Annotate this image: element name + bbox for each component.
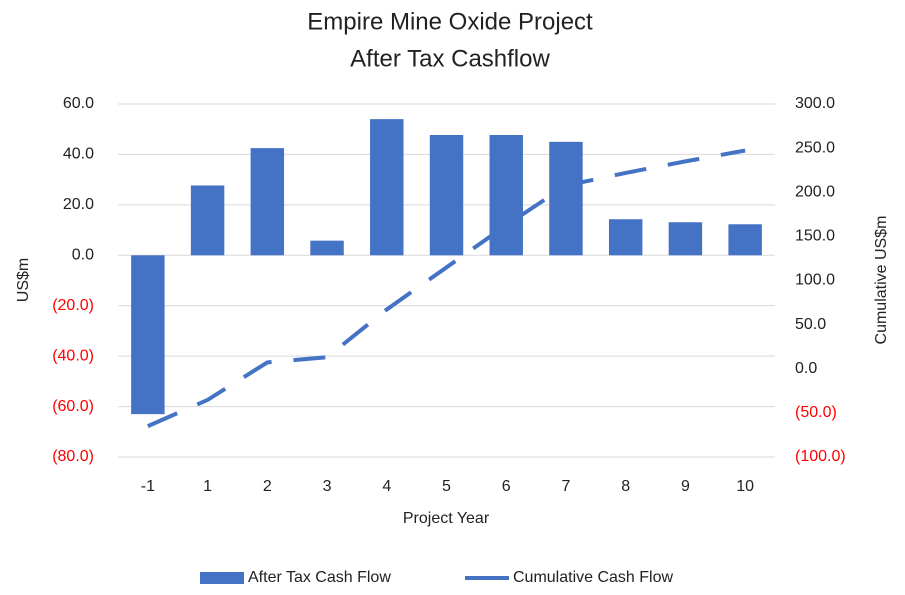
bar — [190, 185, 225, 256]
bar — [310, 240, 344, 256]
x-tick-label: 10 — [736, 478, 754, 495]
y2-tick-label: 100.0 — [795, 272, 835, 289]
x-tick-label: 2 — [263, 478, 272, 495]
x-tick-label: 4 — [382, 478, 391, 495]
y2-tick-label: 0.0 — [795, 360, 817, 377]
x-tick-label: 7 — [562, 478, 571, 495]
bar — [131, 255, 165, 415]
chart-title: After Tax Cashflow — [350, 45, 550, 72]
x-tick-label: 1 — [203, 478, 212, 495]
bar — [429, 135, 464, 256]
line — [147, 148, 746, 428]
y-axis-label: US$m — [15, 258, 32, 302]
bar — [250, 148, 285, 256]
x-tick-label: 6 — [502, 478, 511, 495]
y-tick-label: (20.0) — [52, 297, 94, 314]
y2-tick-label: 150.0 — [795, 228, 835, 245]
bar — [668, 222, 703, 256]
bar — [608, 219, 643, 256]
y2-tick-label: (50.0) — [795, 404, 837, 421]
y2-tick-label: 50.0 — [795, 316, 826, 333]
chart-title: Empire Mine Oxide Project — [307, 8, 593, 35]
y-tick-label: (60.0) — [52, 398, 94, 415]
legend-swatch — [200, 572, 244, 584]
y-tick-label: 60.0 — [63, 95, 94, 112]
y2-tick-label: 250.0 — [795, 139, 835, 156]
x-tick-label: 8 — [621, 478, 630, 495]
bar — [489, 135, 523, 256]
x-tick-label: 3 — [323, 478, 332, 495]
y-tick-label: 0.0 — [72, 247, 94, 264]
y2-tick-label: 200.0 — [795, 183, 835, 200]
x-tick-label: -1 — [141, 478, 155, 495]
bar — [370, 119, 404, 256]
bar — [728, 224, 762, 256]
y2-axis-label: Cumulative US$m — [873, 216, 890, 345]
y-tick-label: (80.0) — [52, 448, 94, 465]
y-tick-label: (40.0) — [52, 347, 94, 364]
legend-label: After Tax Cash Flow — [248, 569, 391, 586]
y2-tick-label: 300.0 — [795, 95, 835, 112]
y-tick-label: 40.0 — [63, 146, 94, 163]
y-tick-label: 20.0 — [63, 196, 94, 213]
bar — [549, 141, 583, 256]
x-axis-label: Project Year — [403, 510, 490, 527]
y2-tick-label: (100.0) — [795, 448, 846, 465]
x-tick-label: 5 — [442, 478, 451, 495]
x-tick-label: 9 — [681, 478, 690, 495]
legend-label: Cumulative Cash Flow — [513, 569, 674, 586]
